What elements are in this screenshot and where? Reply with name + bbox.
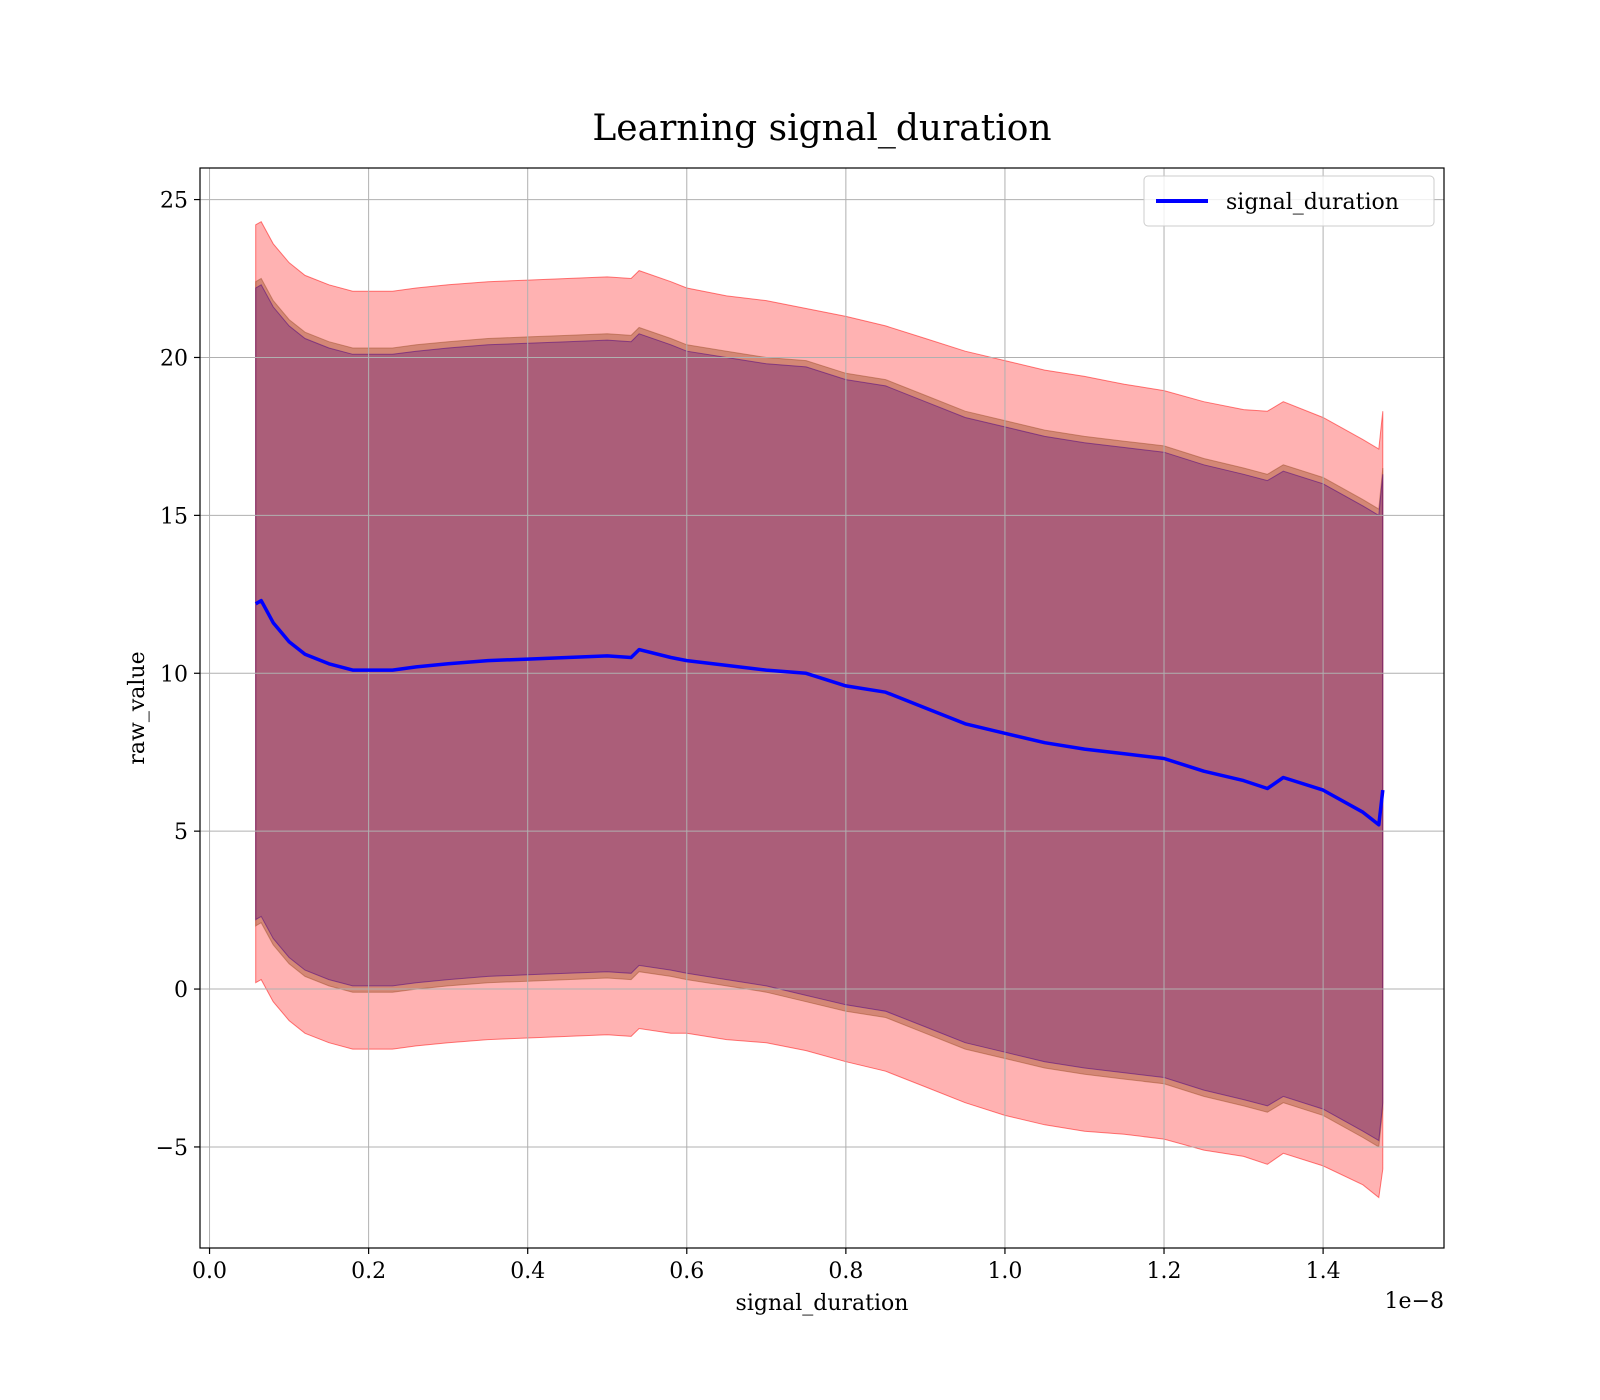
x-tick-label: 0.0 (192, 1259, 227, 1284)
series-line-signal-duration (254, 598, 1385, 827)
x-tick-label: 1.4 (1306, 1259, 1341, 1284)
x-tick-label: 0.4 (510, 1259, 545, 1284)
confidence-bands (255, 221, 1384, 1199)
x-tick-label: 0.2 (351, 1259, 386, 1284)
x-axis-offset-text: 1e−8 (1385, 1289, 1444, 1314)
y-axis-label: raw_value (125, 651, 150, 764)
legend: signal_duration (1143, 175, 1435, 227)
y-tick-label: −5 (156, 1136, 188, 1161)
plot-frame (199, 167, 1445, 1249)
y-tick-label: 25 (160, 189, 188, 214)
x-axis-label: signal_duration (736, 1291, 909, 1316)
x-tick-label: 1.2 (1147, 1259, 1182, 1284)
y-tick-label: 5 (174, 820, 188, 845)
axis-ticks: 0.0 0.2 0.4 0.6 0.8 1.0 1.2 1.4 −5 0 5 10 15 20 25 (156, 189, 1341, 1284)
x-tick-label: 1.0 (987, 1259, 1022, 1284)
y-tick-label: 15 (160, 504, 188, 529)
chart-title: Learning signal_duration (592, 108, 1051, 149)
series-lines (254, 598, 1385, 827)
y-tick-label: 0 (174, 978, 188, 1003)
x-tick-label: 0.8 (828, 1259, 863, 1284)
legend-label-signal-duration: signal_duration (1226, 190, 1399, 215)
y-tick-label: 20 (160, 346, 188, 371)
x-tick-label: 0.6 (669, 1259, 704, 1284)
y-tick-label: 10 (160, 662, 188, 687)
legend-box (1143, 175, 1435, 227)
